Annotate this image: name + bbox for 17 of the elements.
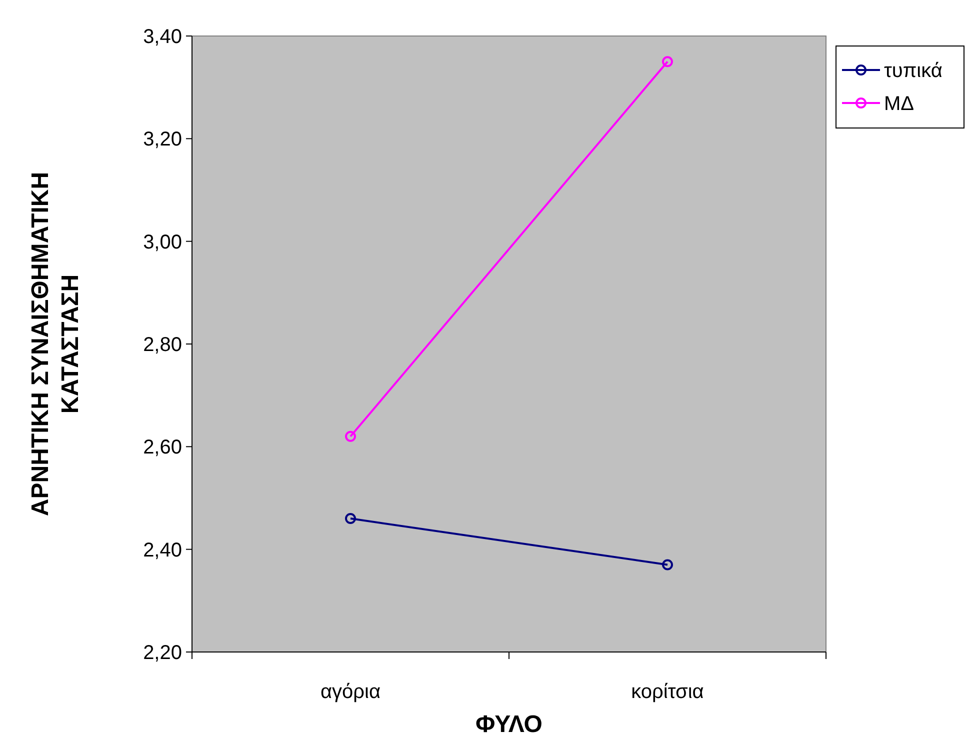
y-tick-label: 2,60 <box>143 436 182 459</box>
point <box>662 559 673 570</box>
point <box>345 430 356 442</box>
x-tick-label: κορίτσια <box>631 681 704 703</box>
point <box>662 56 673 68</box>
y-tick-label: 2,20 <box>143 642 182 664</box>
x-axis-title: ΦΥΛΟ <box>476 711 542 738</box>
y-axis-title: ΑΡΝΗΤΙΚΗ ΣΥΝΑΙΣΘΗΜΑΤΙΚΗ ΚΑΤΑΣΤΑΣΗ <box>27 172 84 516</box>
y-tick-label: 2,40 <box>143 539 182 562</box>
point <box>345 513 356 524</box>
y-tick-label: 3,00 <box>143 231 182 254</box>
legend-label: τυπικά <box>884 60 942 82</box>
y-tick-label: 2,80 <box>143 334 182 356</box>
x-tick-label: αγόρια <box>320 681 381 703</box>
legend-label: ΜΔ <box>884 93 914 115</box>
y-tick-label: 3,40 <box>143 26 182 48</box>
y-tick-label: 3,20 <box>143 128 182 151</box>
